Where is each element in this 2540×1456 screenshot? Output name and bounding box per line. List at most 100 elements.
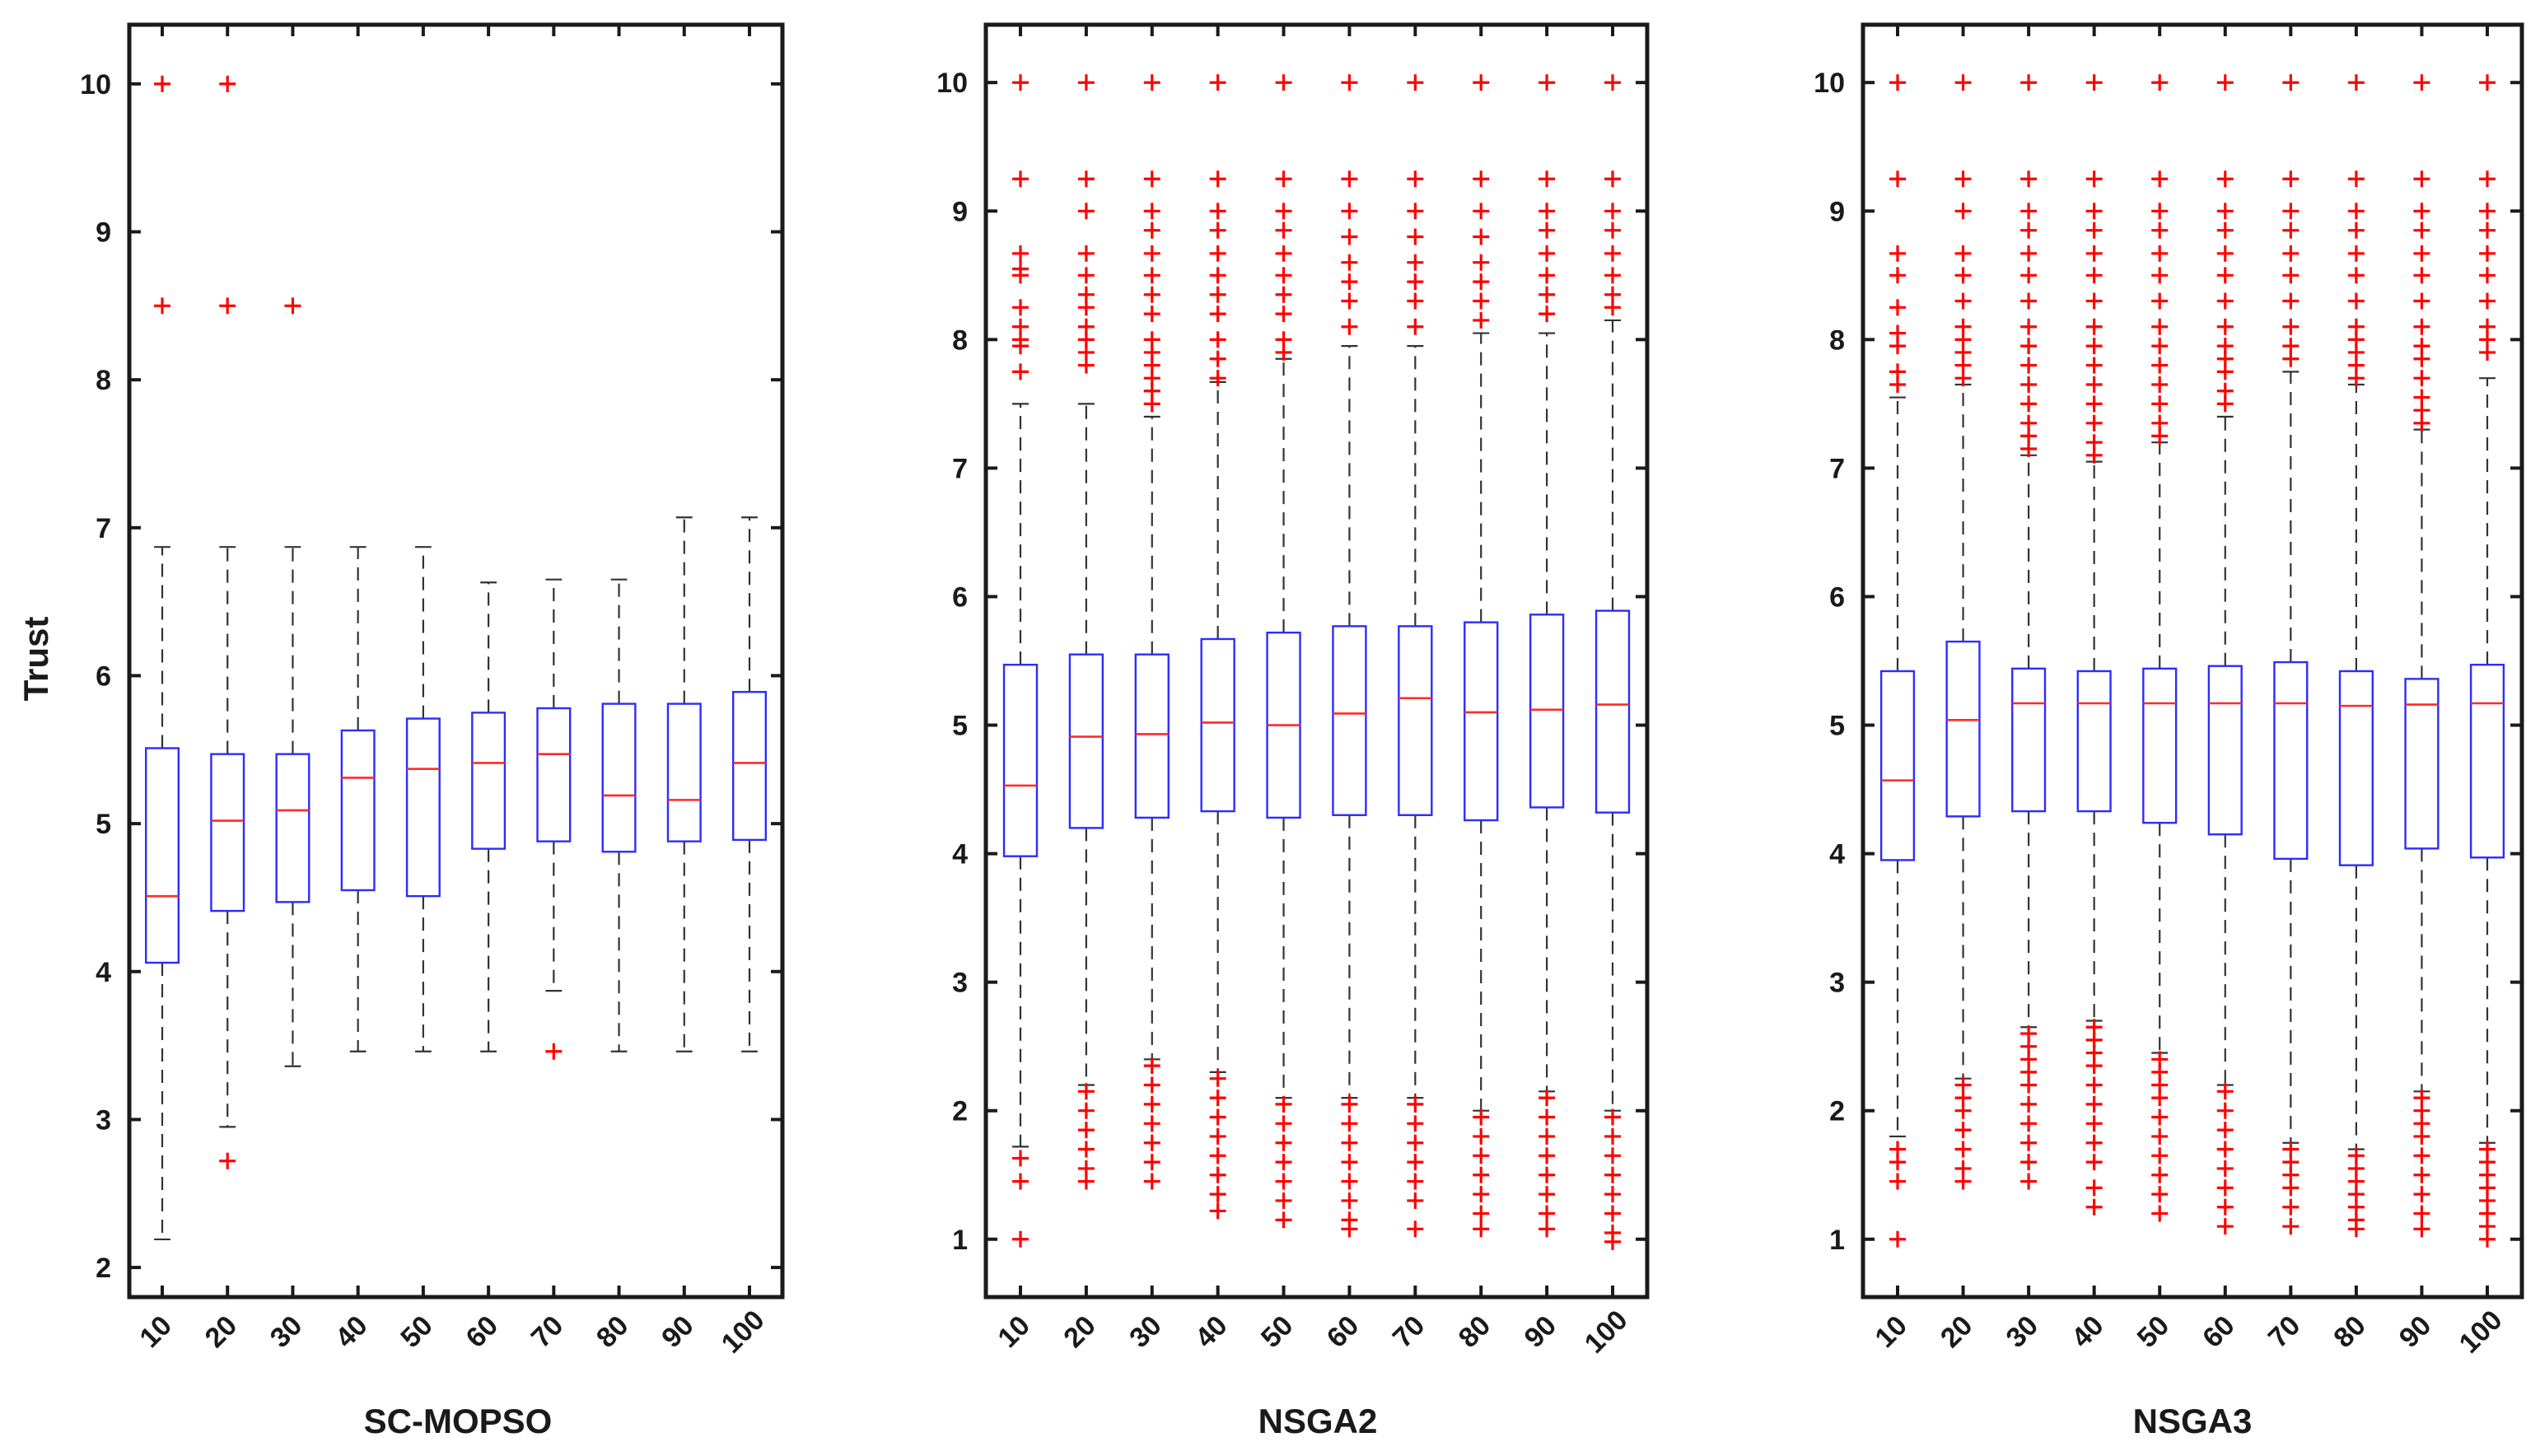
box: [1398, 625, 1433, 816]
x-axis-title-nsga3: NSGA3: [2133, 1402, 2253, 1440]
outlier-point: [2479, 292, 2496, 310]
y-tick-label: 3: [96, 1104, 111, 1136]
outlier-point: [1954, 370, 1972, 387]
box: [731, 691, 768, 842]
outlier-point: [1341, 1173, 1358, 1190]
outlier-point: [1209, 1070, 1226, 1087]
y-tick-label: 8: [952, 324, 968, 356]
outlier-point: [1012, 1150, 1029, 1167]
outlier-point: [2347, 245, 2365, 262]
outlier-point: [2413, 370, 2430, 387]
outlier-point: [1341, 1095, 1358, 1113]
y-tick-label: 10: [1814, 68, 1845, 99]
x-tick-label: 50: [1255, 1309, 1300, 1354]
outlier-point: [154, 297, 170, 315]
box: [1200, 637, 1235, 813]
outlier-point: [2085, 1095, 2103, 1113]
outlier-point: [1604, 299, 1621, 316]
outlier-point: [1077, 357, 1095, 374]
y-tick-label: 7: [1829, 453, 1845, 484]
y-tick-label: 3: [952, 968, 968, 999]
outlier-point: [2151, 376, 2169, 393]
outlier-point: [1341, 254, 1358, 271]
outlier-point: [1341, 1134, 1358, 1151]
y-tick-label: 7: [96, 513, 111, 544]
outlier-point: [2282, 74, 2300, 91]
outlier-point: [2282, 292, 2300, 310]
outlier-point: [1012, 299, 1029, 316]
outlier-point: [2282, 170, 2300, 188]
outlier-point: [2479, 74, 2496, 91]
outlier-point: [1209, 350, 1226, 367]
outlier-point: [2282, 1218, 2300, 1235]
y-tick-label: 9: [96, 217, 111, 249]
x-tick-label: 40: [329, 1309, 374, 1354]
outlier-point: [1954, 267, 1972, 284]
x-tick-label: 60: [460, 1309, 505, 1354]
outlier-point: [2020, 203, 2038, 220]
outlier-point: [1407, 170, 1424, 188]
outlier-point: [1143, 1095, 1160, 1113]
box: [1879, 670, 1916, 861]
box: [2142, 667, 2178, 824]
outlier-point: [2151, 1186, 2169, 1203]
outlier-point: [1275, 267, 1292, 284]
outlier-point: [1473, 170, 1490, 188]
outlier-point: [1209, 267, 1226, 284]
outlier-point: [1889, 376, 1906, 393]
outlier-point: [1954, 1173, 1972, 1190]
outlier-point: [2282, 1179, 2300, 1197]
box: [1945, 640, 1981, 818]
outlier-point: [2347, 222, 2365, 239]
outlier-point: [2151, 1205, 2169, 1222]
box: [1002, 663, 1039, 857]
outlier-point: [1341, 74, 1358, 91]
outlier-point: [1012, 1230, 1029, 1248]
outlier-point: [2282, 203, 2300, 220]
outlier-point: [2216, 363, 2234, 380]
outlier-point: [2216, 1102, 2234, 1119]
box: [1595, 609, 1631, 814]
outlier-point: [1209, 222, 1226, 239]
box: [340, 729, 376, 892]
outlier-point: [1275, 1115, 1292, 1132]
outlier-point: [1407, 1173, 1424, 1190]
y-tick-label: 1: [1829, 1225, 1845, 1256]
outlier-point: [1341, 273, 1358, 291]
outlier-point: [1209, 331, 1226, 348]
outlier-point: [1077, 74, 1095, 91]
outlier-point: [2085, 414, 2103, 432]
outlier-point: [1209, 170, 1226, 188]
y-tick-label: 8: [1829, 324, 1845, 356]
outlier-point: [1538, 1147, 1556, 1164]
outlier-point: [1143, 267, 1160, 284]
outlier-point: [2151, 292, 2169, 310]
outlier-point: [2085, 446, 2103, 464]
outlier-point: [2085, 245, 2103, 262]
outlier-point: [1143, 1154, 1160, 1171]
box: [2404, 678, 2440, 850]
outlier-point: [2216, 1198, 2234, 1216]
box: [1529, 614, 1565, 809]
outlier-point: [2413, 292, 2430, 310]
y-axis-title: Trust: [16, 617, 55, 702]
outlier-point: [1275, 222, 1292, 239]
outlier-point: [2020, 318, 2038, 335]
outlier-point: [2020, 376, 2038, 393]
box: [536, 707, 572, 842]
outlier-point: [1275, 170, 1292, 188]
outlier-point: [2413, 203, 2430, 220]
outlier-point: [1275, 343, 1292, 361]
outlier-point: [1407, 203, 1424, 220]
outlier-point: [2085, 1198, 2103, 1216]
outlier-point: [1012, 338, 1029, 355]
x-tick-label: 60: [2197, 1309, 2241, 1354]
x-tick-label: 20: [199, 1309, 244, 1354]
x-tick-label: 30: [1123, 1309, 1168, 1354]
outlier-point: [1954, 1122, 1972, 1139]
outlier-point: [2479, 343, 2496, 361]
y-tick-label: 4: [1829, 839, 1845, 870]
outlier-point: [1538, 1220, 1556, 1238]
outlier-point: [1275, 1134, 1292, 1151]
outlier-point: [1407, 1115, 1424, 1132]
